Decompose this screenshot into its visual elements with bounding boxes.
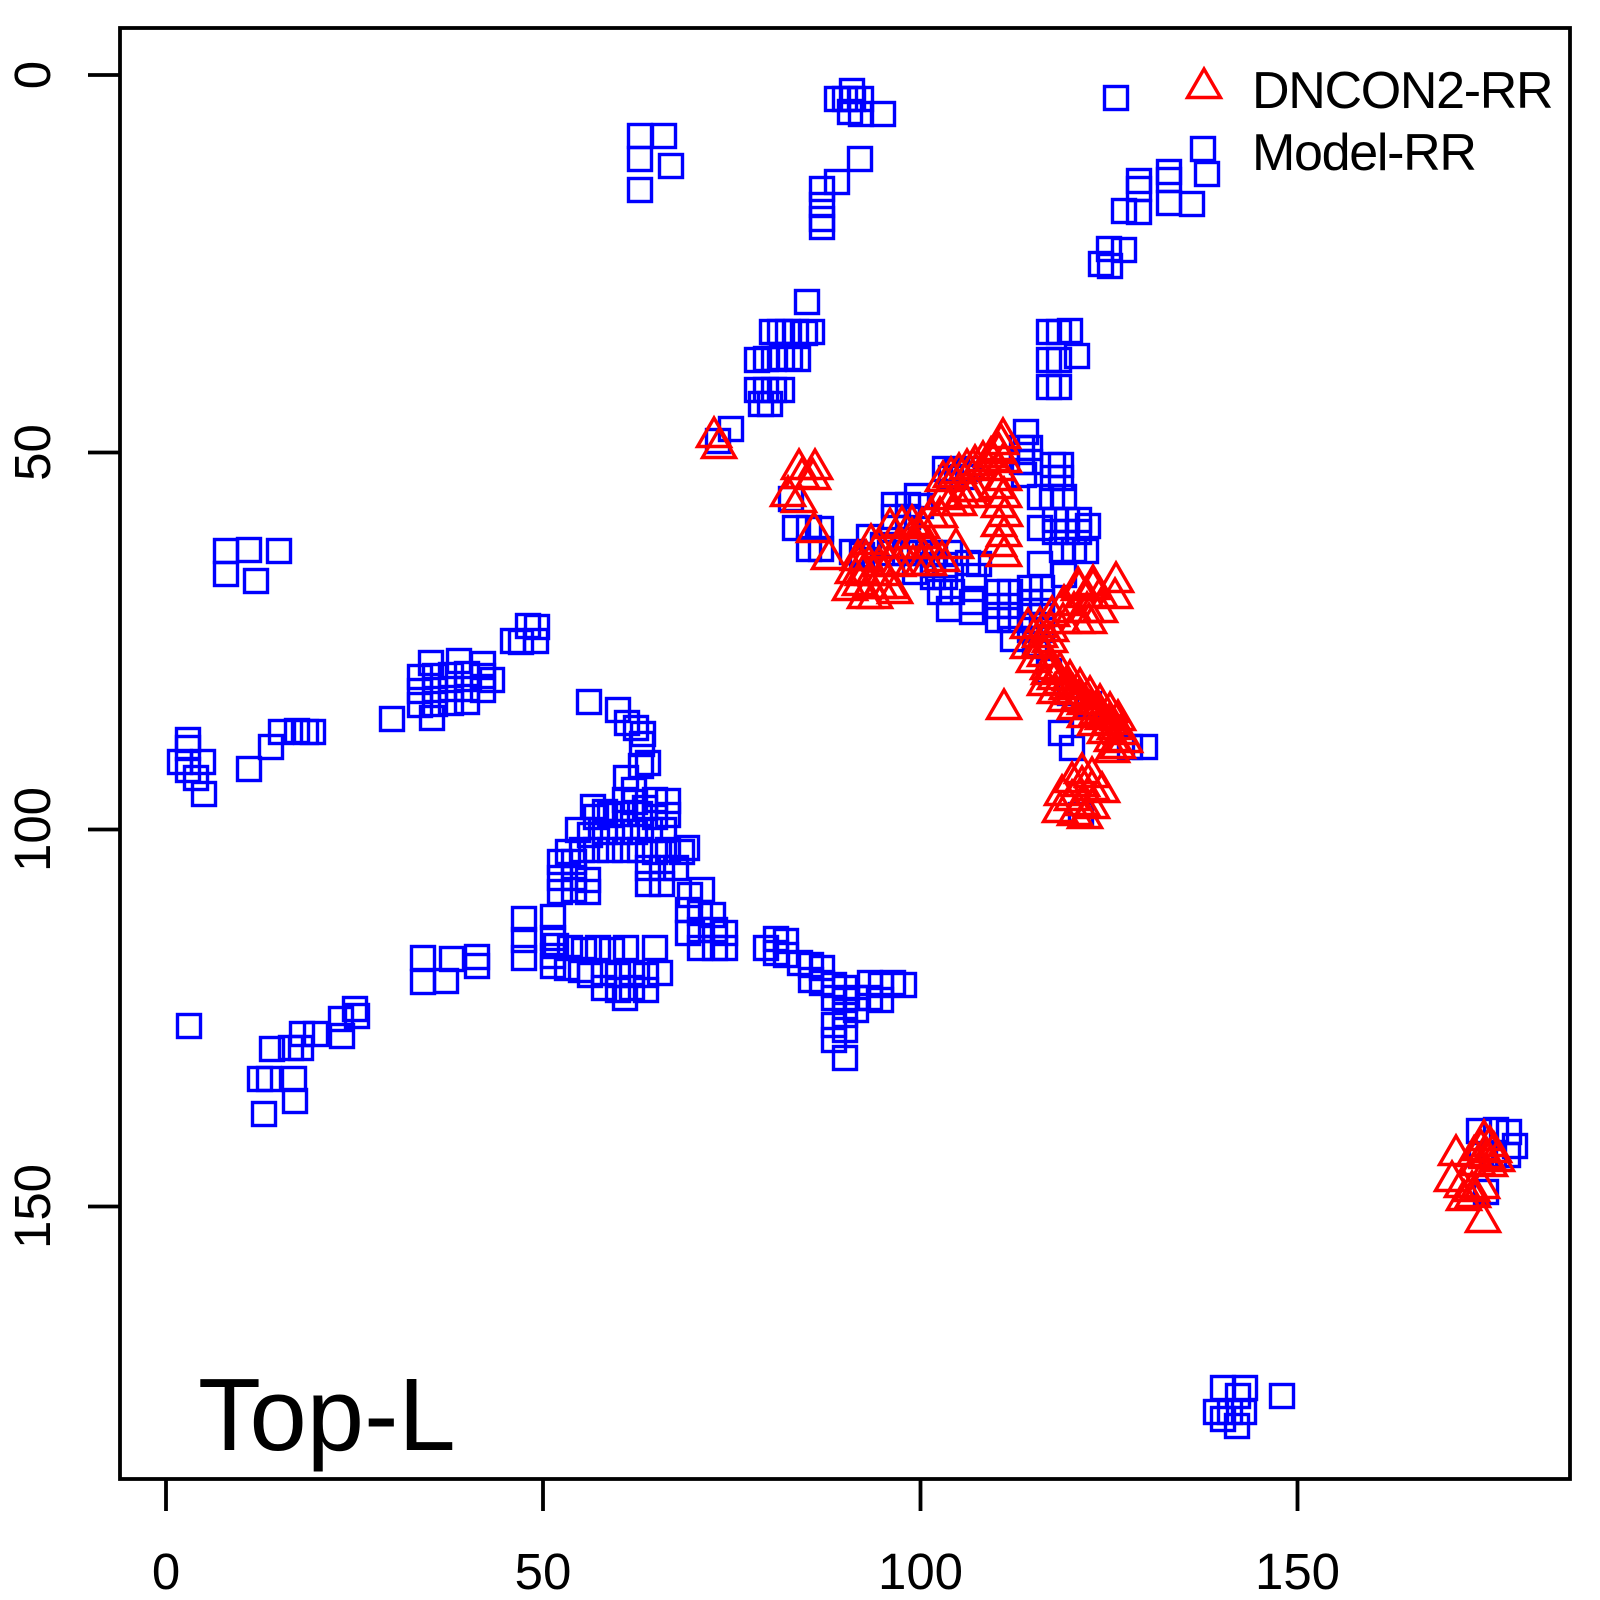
svg-text:0: 0: [4, 61, 61, 89]
svg-text:Model-RR: Model-RR: [1252, 124, 1476, 182]
svg-text:50: 50: [4, 424, 61, 481]
svg-text:100: 100: [878, 1543, 963, 1600]
svg-text:150: 150: [1255, 1543, 1340, 1600]
svg-text:Top-L: Top-L: [198, 1357, 456, 1472]
svg-text:50: 50: [515, 1543, 572, 1600]
svg-text:100: 100: [4, 787, 61, 872]
svg-text:150: 150: [4, 1164, 61, 1249]
svg-text:DNCON2-RR: DNCON2-RR: [1252, 62, 1552, 120]
svg-text:0: 0: [152, 1543, 180, 1600]
